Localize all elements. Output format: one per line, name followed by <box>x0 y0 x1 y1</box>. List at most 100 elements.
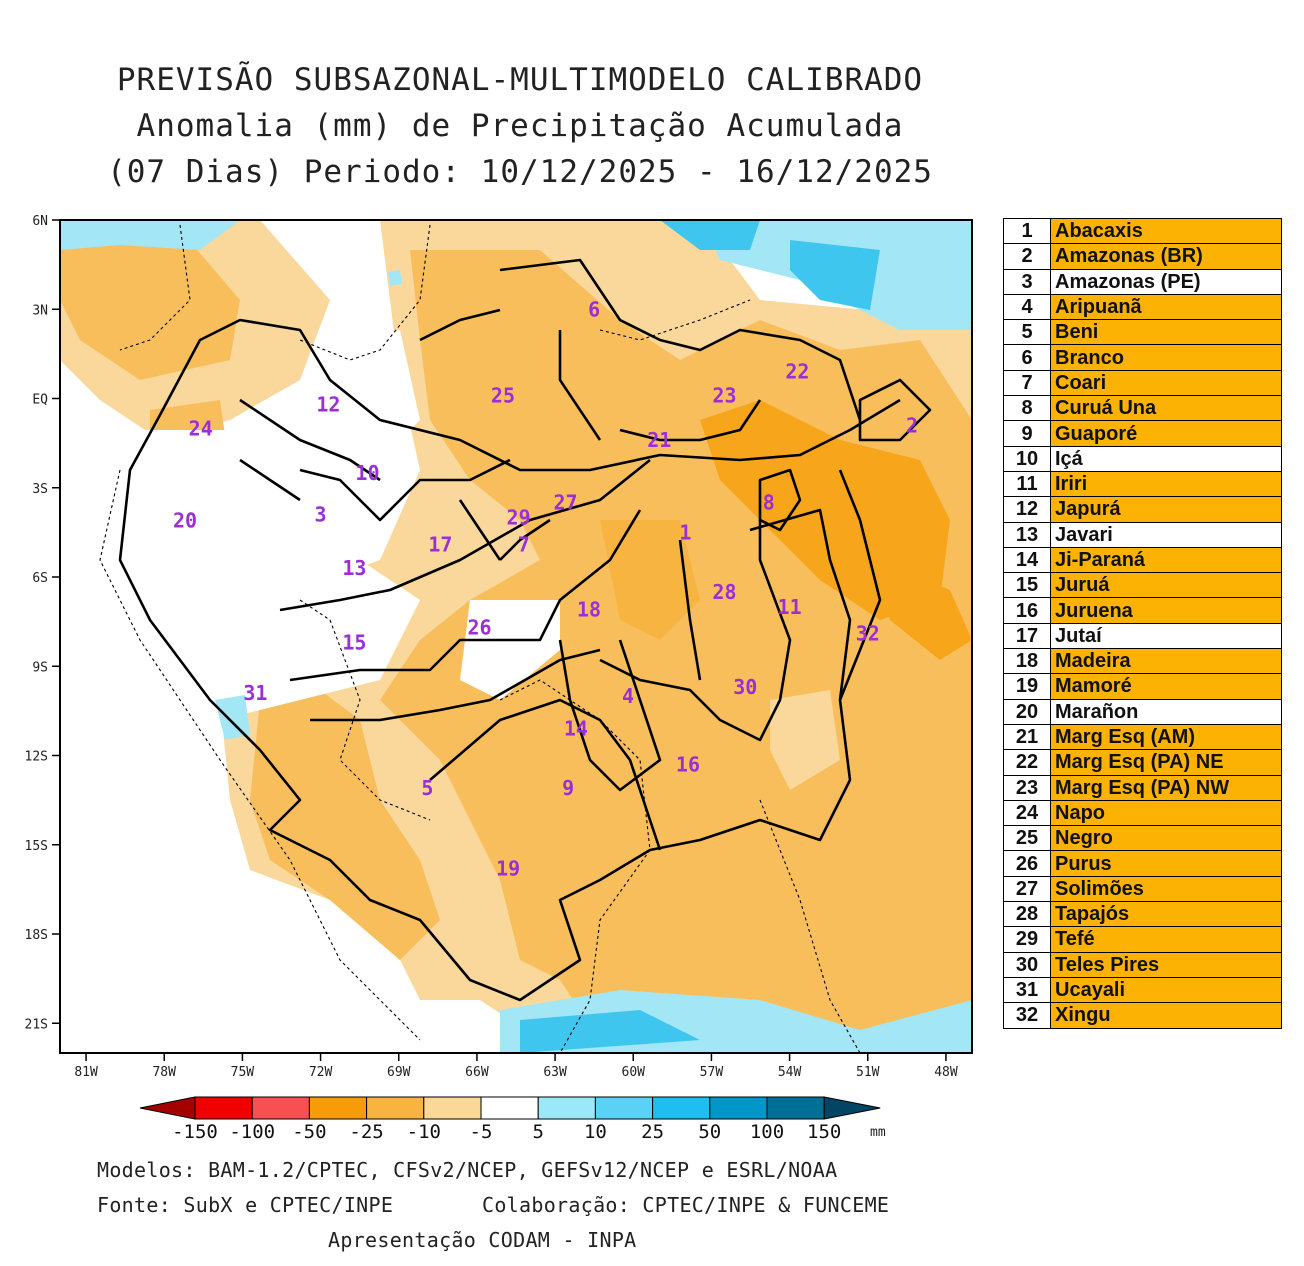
legend-row: 6 Branco <box>1003 344 1282 371</box>
legend-row: 14 Ji-Paraná <box>1003 546 1282 574</box>
legend-basin-name: Curuá Una <box>1050 395 1282 422</box>
legend-row: 4 Aripuanã <box>1003 293 1282 321</box>
legend-row: 16 Juruena <box>1003 597 1282 624</box>
legend-number: 11 <box>1003 470 1051 498</box>
basin-number-3: 3 <box>315 503 327 527</box>
legend-basin-name: Marg Esq (AM) <box>1050 723 1282 751</box>
colorbar-label: 5 <box>532 1121 543 1143</box>
legend-number: 13 <box>1003 521 1051 548</box>
legend-row: 30 Teles Pires <box>1003 951 1282 978</box>
colorbar-label: 25 <box>641 1121 664 1143</box>
legend-basin-name: Javari <box>1050 521 1282 548</box>
colorbar-bin <box>251 1096 310 1120</box>
lat-tick-label: 12S <box>25 750 48 765</box>
colorbar-bin <box>423 1096 482 1120</box>
legend-row: 1 Abacaxis <box>1003 217 1282 245</box>
colorbar-bin <box>194 1096 253 1120</box>
colorbar-label: 150 <box>807 1121 841 1143</box>
lat-tick-label: 3N <box>32 303 48 318</box>
legend-basin-name: Coari <box>1050 369 1282 397</box>
basin-number-19: 19 <box>496 857 520 881</box>
colorbar-bin <box>709 1096 768 1120</box>
legend-number: 1 <box>1003 217 1051 245</box>
legend-basin-name: Içá <box>1050 445 1282 472</box>
legend-basin-name: Iriri <box>1050 470 1282 498</box>
legend-number: 8 <box>1003 395 1051 422</box>
legend-number: 10 <box>1003 445 1051 472</box>
basin-number-31: 31 <box>243 681 267 705</box>
legend-number: 14 <box>1003 546 1051 574</box>
lon-tick-label: 54W <box>778 1065 802 1080</box>
legend-basin-name: Tapajós <box>1050 901 1282 928</box>
legend-row: 25 Negro <box>1003 825 1282 852</box>
legend-row: 15 Juruá <box>1003 572 1282 599</box>
map-frame <box>59 219 973 1054</box>
basin-number-2: 2 <box>906 413 918 437</box>
colorbar-label: 10 <box>584 1121 607 1143</box>
lon-tick-label: 60W <box>622 1065 646 1080</box>
legend-basin-name: Amazonas (PE) <box>1050 268 1282 295</box>
legend-basin-name: Abacaxis <box>1050 217 1282 245</box>
legend-row: 31 Ucayali <box>1003 976 1282 1004</box>
legend-row: 29 Tefé <box>1003 926 1282 953</box>
lon-tick-label: 72W <box>309 1065 333 1080</box>
lat-tick-label: 18S <box>25 928 48 943</box>
legend-basin-name: Ji-Paraná <box>1050 546 1282 574</box>
legend-basin-name: Marañon <box>1050 698 1282 725</box>
legend-number: 6 <box>1003 344 1051 371</box>
map-title-line1: PREVISÃO SUBSAZONAL-MULTIMODELO CALIBRAD… <box>116 62 924 98</box>
basin-number-4: 4 <box>622 684 634 708</box>
legend-number: 18 <box>1003 648 1051 675</box>
legend-basin-name: Purus <box>1050 850 1282 877</box>
lon-tick-label: 75W <box>231 1065 255 1080</box>
legend-basin-name: Tefé <box>1050 926 1282 953</box>
colorbar-bin <box>652 1096 711 1120</box>
precipitation-anomaly-map: 6N 3N EQ 3S 6S 9S 12S 15S 18S 21S 81W 78W 75W 72W 69W 6… <box>25 214 973 1080</box>
basin-number-6: 6 <box>588 297 600 321</box>
colorbar-label: -150 <box>172 1121 218 1143</box>
legend-basin-name: Mamoré <box>1050 673 1282 700</box>
legend-number: 3 <box>1003 268 1051 295</box>
basin-number-15: 15 <box>342 630 366 654</box>
legend-row: 24 Napo <box>1003 799 1282 827</box>
map-title-line2: Anomalia (mm) de Precipitação Acumulada <box>136 108 904 144</box>
basin-number-28: 28 <box>712 580 736 604</box>
legend-number: 28 <box>1003 901 1051 928</box>
basin-number-29: 29 <box>507 506 531 530</box>
colorbar-bin <box>366 1096 425 1120</box>
legend-basin-name: Negro <box>1050 825 1282 852</box>
legend-basin-name: Guaporé <box>1050 420 1282 447</box>
basin-number-8: 8 <box>763 491 775 515</box>
basin-number-16: 16 <box>676 752 700 776</box>
legend-number: 32 <box>1003 1002 1051 1029</box>
legend-row: 23 Marg Esq (PA) NW <box>1003 774 1282 801</box>
lat-tick-label: 15S <box>25 839 48 854</box>
basin-number-22: 22 <box>785 360 809 384</box>
legend-number: 30 <box>1003 951 1051 978</box>
legend-number: 15 <box>1003 572 1051 599</box>
lat-tick-label: 3S <box>32 482 48 497</box>
legend-basin-name: Jutaí <box>1050 622 1282 650</box>
legend-number: 9 <box>1003 420 1051 447</box>
legend-basin-name: Juruena <box>1050 597 1282 624</box>
legend-row: 10 Içá <box>1003 445 1282 472</box>
colorbar-label: -25 <box>349 1121 383 1143</box>
basin-number-17: 17 <box>428 532 452 556</box>
basin-number-9: 9 <box>562 776 574 800</box>
basin-number-1: 1 <box>679 520 691 544</box>
colorbar-label: 100 <box>750 1121 784 1143</box>
legend-number: 31 <box>1003 976 1051 1004</box>
legend-number: 17 <box>1003 622 1051 650</box>
basin-legend-table: 1 Abacaxis 2 Amazonas (BR) 3 Amazonas (PE) 4 Ar… <box>1003 217 1282 1029</box>
legend-row: 27 Solimões <box>1003 875 1282 903</box>
legend-row: 17 Jutaí <box>1003 622 1282 650</box>
lat-tick-label: 6S <box>32 571 48 586</box>
basin-number-26: 26 <box>467 616 491 640</box>
basin-number-18: 18 <box>577 598 601 622</box>
lon-tick-label: 48W <box>934 1065 958 1080</box>
legend-number: 5 <box>1003 319 1051 346</box>
basin-number-labels: 1234567891011121314151617181920212223242… <box>173 297 918 880</box>
legend-number: 22 <box>1003 749 1051 776</box>
basin-number-5: 5 <box>421 776 433 800</box>
legend-basin-name: Teles Pires <box>1050 951 1282 978</box>
